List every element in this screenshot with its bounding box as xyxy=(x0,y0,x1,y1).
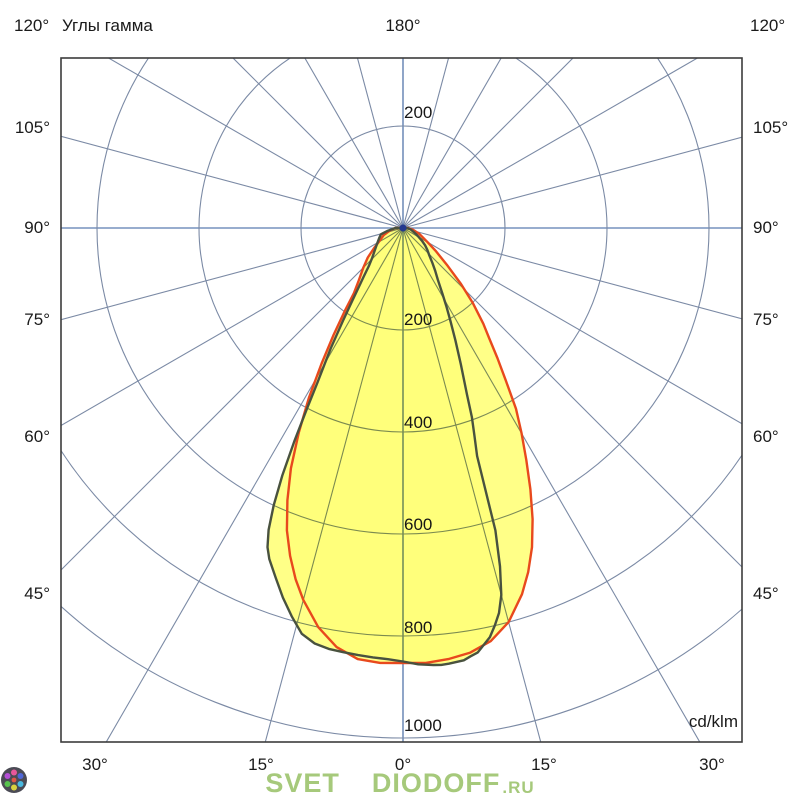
plot-border xyxy=(60,57,743,743)
gamma-angle-label-left-60°: 60° xyxy=(24,427,50,446)
gamma-angle-label-bottom-0°: 0° xyxy=(394,755,412,774)
ring-value-label-1000: 1000 xyxy=(404,716,442,735)
top-center-angle: 180° xyxy=(385,16,421,35)
watermark: SVET DIODOFF .RU xyxy=(0,766,800,800)
watermark-text-2: DIODOFF xyxy=(371,767,501,798)
ring-value-label-400: 400 xyxy=(404,413,433,432)
ring-value-label-800: 800 xyxy=(404,618,433,637)
gamma-angle-label-left-90°: 90° xyxy=(24,218,50,237)
gamma-angle-label-bottom-30°: 30° xyxy=(699,755,725,774)
gamma-angle-label-right-90°: 90° xyxy=(753,218,779,237)
color-wheel-icon xyxy=(1,767,370,797)
gamma-angle-label-left-105°: 105° xyxy=(14,118,50,137)
corner-angle-right: 120° xyxy=(750,16,786,35)
gamma-angle-label-right-75°: 75° xyxy=(753,310,779,329)
curve-dark-fill xyxy=(267,228,502,665)
corner-angle-left: 120° xyxy=(14,16,50,35)
gamma-angle-label-right-45°: 45° xyxy=(753,584,779,603)
curve-dark xyxy=(266,226,503,667)
gamma-angle-label-bottom-15°: 15° xyxy=(531,755,557,774)
intensity-curves xyxy=(266,226,534,667)
ring-value-label-600: 600 xyxy=(404,515,433,534)
beam-fill xyxy=(267,228,533,665)
curve-red xyxy=(285,226,534,665)
ring-value-label-200: 200 xyxy=(404,103,433,122)
watermark-text-3: .RU xyxy=(502,778,535,797)
gamma-angle-label-bottom-15°: 15° xyxy=(248,755,274,774)
watermark-text-1: SVET xyxy=(265,767,340,798)
unit-label: cd/klm xyxy=(688,712,738,731)
gamma-angle-label-bottom-30°: 30° xyxy=(82,755,108,774)
ring-value-label-200: 200 xyxy=(404,310,433,329)
gamma-angle-label-left-45°: 45° xyxy=(24,584,50,603)
polar-center-marker xyxy=(399,224,407,232)
gamma-angle-label-right-60°: 60° xyxy=(753,427,779,446)
gamma-angle-label-left-75°: 75° xyxy=(24,310,50,329)
gamma-angle-label-right-105°: 105° xyxy=(753,118,789,137)
chart-title: Углы гамма xyxy=(62,16,153,35)
